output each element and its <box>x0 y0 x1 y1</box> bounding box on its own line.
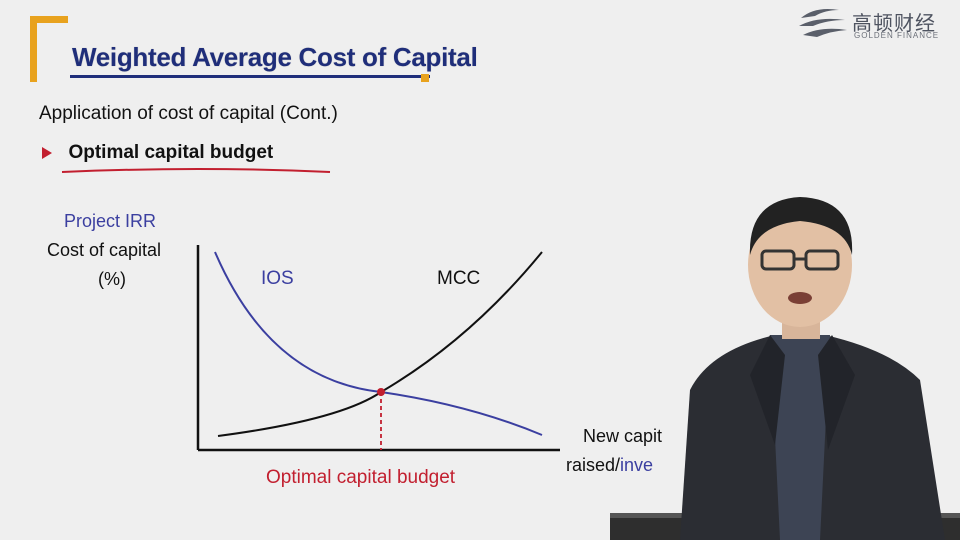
x-axis-label-invested: inve <box>620 455 654 475</box>
title-rule <box>70 75 430 78</box>
title-bracket-left <box>30 16 68 82</box>
section-subtitle: Application of cost of capital (Cont.) <box>39 103 338 124</box>
mcc-curve-label: MCC <box>437 268 481 289</box>
bullet-text: Optimal capital budget <box>68 142 274 163</box>
y-axis-label-project-irr: Project IRR <box>64 211 157 231</box>
ios-curve <box>214 251 543 436</box>
slide-title: Weighted Average Cost of Capital <box>72 42 478 72</box>
logo-subtitle: GOLDEN FINANCE <box>854 31 940 40</box>
x-axis-label-line2: raised/inve <box>566 455 653 476</box>
x-axis-label-line1: New capit <box>583 426 663 446</box>
bullet-arrow-icon <box>42 147 52 159</box>
logo-name: 高顿财经 <box>852 13 936 35</box>
y-axis-label-cost-of-capital: Cost of capital <box>47 240 162 260</box>
presenter-image <box>610 197 960 540</box>
bullet-item: Optimal capital budget <box>42 142 273 164</box>
ios-curve-label: IOS <box>261 268 294 289</box>
optimal-capital-budget-label: Optimal capital budget <box>266 467 456 488</box>
intersection-point <box>377 388 385 396</box>
y-axis-label-unit: (%) <box>98 269 126 289</box>
x-axis-label-raised: raised/ <box>566 455 621 475</box>
bullet-underline <box>61 168 331 173</box>
title-bracket-right <box>421 74 429 82</box>
golden-finance-logo: 高顿财经 GOLDEN FINANCE <box>797 4 957 44</box>
logo-swirl-icon <box>799 9 847 37</box>
